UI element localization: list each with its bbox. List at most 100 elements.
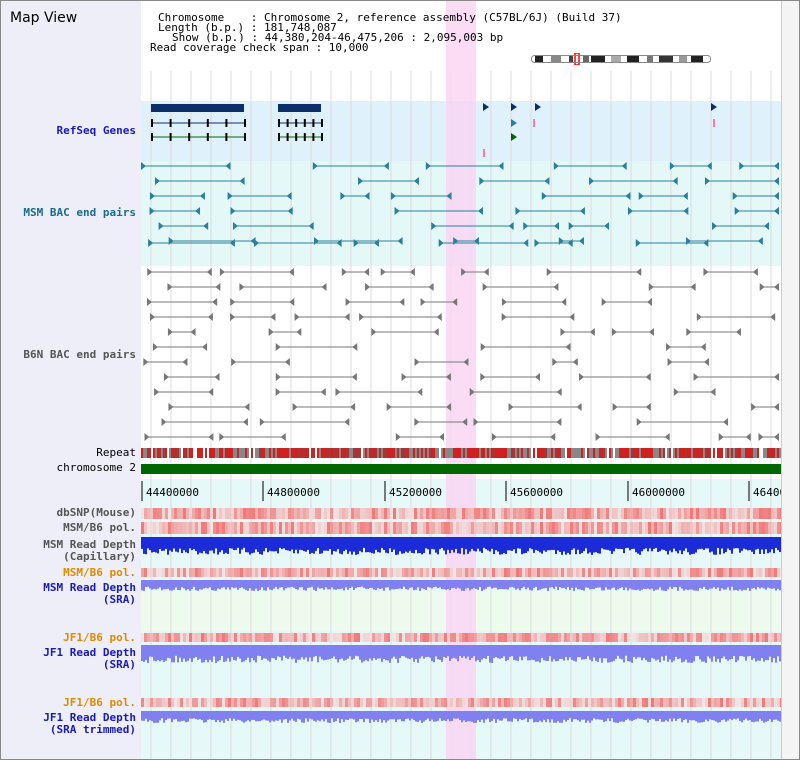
msm-pol-heat-cell (621, 568, 624, 577)
jf1-pol-heat-cell (513, 698, 516, 707)
jf1-trim-depth-bar (591, 711, 593, 721)
jf1-pol-heat-cell (594, 698, 597, 707)
ideogram-band (659, 55, 673, 63)
vertical-scrollbar[interactable] (781, 1, 799, 759)
jf1-pol-heat-cell (162, 633, 165, 642)
track-label-msm-bac[interactable]: MSM BAC end pairs (23, 206, 136, 219)
msm-capillary-depth-bar (691, 537, 693, 555)
b6n-bac-pair-end (774, 433, 779, 441)
repeat-segment (361, 448, 363, 458)
jf1-pol-heat-cell (405, 698, 408, 707)
msm-sra-depth-bar (543, 580, 545, 589)
jf1-trim-depth-bar (473, 711, 475, 723)
repeat-segment (349, 448, 351, 458)
msm-pol-heat-cell (144, 568, 147, 577)
msm-sra-depth-bar (351, 580, 353, 587)
dbsnp-heat-cell (744, 508, 747, 519)
dbsnp-heat-cell (192, 508, 195, 519)
msm-capillary-depth-bar (299, 537, 301, 550)
repeat-segment (507, 448, 509, 458)
repeat-segment (467, 448, 469, 458)
jf1-trim-depth-bar (201, 711, 203, 721)
refseq-exon (278, 133, 280, 141)
jf1-pol-heat-cell (693, 698, 696, 707)
msm-sra-depth-bar (613, 580, 615, 588)
msm-pol-heat-cell (396, 522, 399, 534)
track-label-b6n-bac[interactable]: B6N BAC end pairs (23, 348, 136, 361)
repeat-segment (421, 448, 423, 458)
jf1-sra-depth-bar (355, 645, 357, 656)
msm-sra-depth-bar (607, 580, 609, 590)
msm-sra-depth-bar (767, 580, 769, 588)
msm-sra-depth-bar (239, 580, 241, 588)
repeat-segment (387, 448, 389, 458)
msm-pol-heat-cell (255, 568, 258, 577)
track-label-refseq[interactable]: RefSeq Genes (56, 124, 136, 137)
msm-capillary-depth-bar (707, 537, 709, 549)
msm-capillary-depth-bar (499, 537, 501, 555)
jf1-sra-depth-bar (755, 645, 757, 662)
refseq-exon (312, 133, 315, 141)
jf1-sra-depth-bar (707, 645, 709, 657)
jf1-sra-depth-bar (265, 645, 267, 659)
chromosome-ideogram[interactable] (531, 53, 713, 65)
msm-sra-depth-bar (513, 580, 515, 588)
jf1-pol-heat-cell (660, 698, 663, 707)
track-canvas[interactable]: 44400000 44800000 45200000 45600000 46000000… (141, 1, 781, 759)
b6n-bac-pair-end (501, 298, 507, 306)
msm-pol-heat-cell (240, 522, 243, 534)
jf1-sra-depth-bar (179, 645, 181, 658)
repeat-segment (177, 448, 179, 458)
msm-sra-depth-bar (293, 580, 295, 588)
jf1-sra-depth-bar (459, 645, 461, 657)
msm-sra-depth-bar (637, 580, 639, 590)
msm-capillary-depth-bar (461, 537, 463, 548)
msm-capillary-depth-bar (395, 537, 397, 555)
jf1-sra-depth-bar (623, 645, 625, 663)
jf1-trim-depth-bar (167, 711, 169, 719)
jf1-trim-depth-bar (335, 711, 337, 722)
jf1-pol-heat-cell (267, 633, 270, 642)
jf1-sra-depth-bar (593, 645, 595, 658)
jf1-trim-depth-bar (745, 711, 747, 719)
jf1-pol-heat-cell (222, 633, 225, 642)
dbsnp-heat-cell (555, 508, 558, 519)
jf1-trim-depth-bar (249, 711, 251, 722)
jf1-sra-depth-bar (273, 645, 275, 659)
jf1-pol-heat-cell (357, 698, 360, 707)
jf1-pol-heat-cell (615, 698, 618, 707)
msm-capillary-depth-bar (271, 537, 273, 552)
jf1-pol-heat-cell (252, 698, 255, 707)
jf1-sra-depth-bar (779, 645, 781, 662)
msm-sra-depth-bar (593, 580, 595, 590)
track-label-jf1-depth-trim-2: (SRA trimmed) (49, 723, 136, 736)
repeat-segment (697, 448, 699, 458)
msm-sra-depth-bar (743, 580, 745, 590)
dbsnp-heat-cell (294, 508, 297, 519)
msm-pol-heat-cell (192, 522, 195, 534)
jf1-pol-heat-cell (612, 633, 615, 642)
msm-pol-heat-cell (300, 568, 303, 577)
msm-pol-heat-cell (375, 522, 378, 534)
jf1-pol-heat-cell (456, 698, 459, 707)
repeat-segment (461, 448, 463, 458)
jf1-sra-depth-bar (181, 645, 183, 662)
jf1-pol-heat-cell (144, 633, 147, 642)
repeat-segment (227, 448, 229, 458)
b6n-bac-pair-end (143, 358, 149, 366)
msm-sra-depth-bar (309, 580, 311, 588)
jf1-trim-depth-bar (733, 711, 735, 719)
jf1-trim-depth-bar (707, 711, 709, 722)
jf1-pol-heat-cell (702, 698, 705, 707)
jf1-sra-depth-bar (517, 645, 519, 662)
refseq-exon (169, 133, 172, 141)
jf1-sra-depth-bar (175, 645, 177, 656)
jf1-trim-depth-bar (161, 711, 163, 719)
msm-sra-depth-bar (577, 580, 579, 590)
ideogram-band (691, 55, 703, 63)
jf1-sra-depth-bar (733, 645, 735, 656)
b6n-bac-pair-end (296, 328, 302, 336)
jf1-trim-depth-bar (753, 711, 755, 723)
jf1-sra-depth-bar (213, 645, 215, 657)
repeat-segment (635, 448, 637, 458)
